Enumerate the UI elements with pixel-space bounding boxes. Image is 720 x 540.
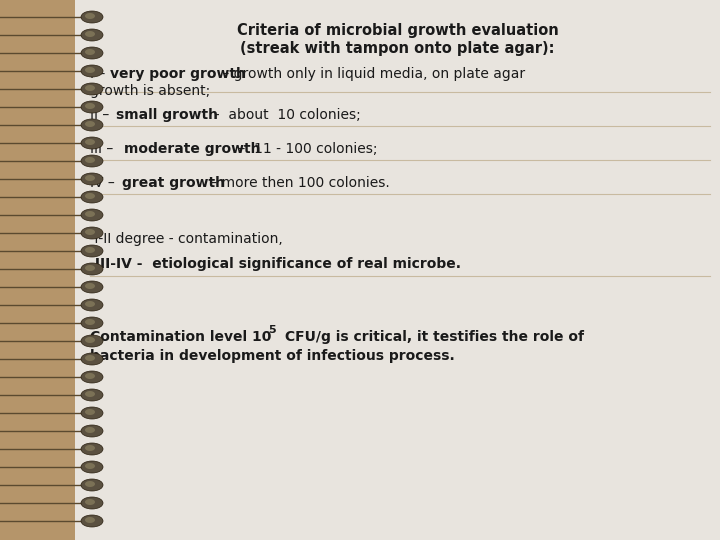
Ellipse shape	[81, 407, 103, 419]
Ellipse shape	[85, 517, 95, 523]
Ellipse shape	[85, 211, 95, 217]
Ellipse shape	[81, 47, 103, 59]
Text: (streak with tampon onto plate agar):: (streak with tampon onto plate agar):	[240, 40, 554, 56]
Ellipse shape	[81, 173, 103, 185]
Ellipse shape	[81, 191, 103, 203]
Text: – growth only in liquid media, on plate agar: – growth only in liquid media, on plate …	[218, 67, 525, 81]
Ellipse shape	[81, 11, 103, 23]
Text: Criteria of microbial growth evaluation: Criteria of microbial growth evaluation	[237, 23, 559, 37]
Text: I-II degree - contamination,: I-II degree - contamination,	[90, 232, 283, 246]
Ellipse shape	[85, 157, 95, 163]
Ellipse shape	[85, 121, 95, 127]
Ellipse shape	[81, 65, 103, 77]
Ellipse shape	[85, 31, 95, 37]
Ellipse shape	[81, 29, 103, 41]
Text: Contamination level 10: Contamination level 10	[90, 330, 271, 344]
Ellipse shape	[85, 247, 95, 253]
Ellipse shape	[81, 299, 103, 311]
Ellipse shape	[85, 445, 95, 451]
Ellipse shape	[81, 353, 103, 365]
Ellipse shape	[85, 13, 95, 19]
Text: bacteria in development of infectious process.: bacteria in development of infectious pr…	[90, 349, 455, 363]
FancyBboxPatch shape	[0, 0, 80, 540]
Ellipse shape	[81, 209, 103, 221]
Ellipse shape	[81, 119, 103, 131]
Ellipse shape	[85, 463, 95, 469]
Ellipse shape	[81, 479, 103, 491]
Ellipse shape	[85, 229, 95, 235]
Ellipse shape	[81, 389, 103, 401]
Ellipse shape	[81, 137, 103, 149]
Ellipse shape	[85, 49, 95, 55]
Ellipse shape	[85, 373, 95, 379]
Ellipse shape	[85, 283, 95, 289]
Ellipse shape	[85, 193, 95, 199]
Ellipse shape	[81, 245, 103, 257]
Ellipse shape	[81, 317, 103, 329]
Ellipse shape	[81, 371, 103, 383]
Ellipse shape	[85, 337, 95, 343]
Text: –  11 - 100 colonies;: – 11 - 100 colonies;	[234, 142, 377, 156]
Ellipse shape	[81, 497, 103, 509]
Text: very poor growth: very poor growth	[110, 67, 246, 81]
Text: III-IV -  etiological significance of real microbe.: III-IV - etiological significance of rea…	[90, 257, 461, 271]
Text: small growth: small growth	[116, 108, 218, 122]
Ellipse shape	[81, 443, 103, 455]
Ellipse shape	[81, 281, 103, 293]
Ellipse shape	[85, 85, 95, 91]
Ellipse shape	[85, 499, 95, 505]
Ellipse shape	[81, 335, 103, 347]
Ellipse shape	[85, 175, 95, 181]
Text: great growth: great growth	[122, 176, 225, 190]
Text: CFU/g is critical, it testifies the role of: CFU/g is critical, it testifies the role…	[280, 330, 584, 344]
Text: II –: II –	[90, 108, 114, 122]
Ellipse shape	[85, 103, 95, 109]
Ellipse shape	[81, 155, 103, 167]
Ellipse shape	[85, 319, 95, 325]
Ellipse shape	[81, 515, 103, 527]
Ellipse shape	[85, 265, 95, 271]
FancyBboxPatch shape	[75, 0, 720, 540]
Ellipse shape	[85, 355, 95, 361]
Ellipse shape	[85, 301, 95, 307]
Text: 5: 5	[268, 325, 276, 335]
Text: – more then 100 colonies.: – more then 100 colonies.	[206, 176, 390, 190]
Text: III –: III –	[90, 142, 117, 156]
Text: IV –: IV –	[90, 176, 119, 190]
Ellipse shape	[81, 101, 103, 113]
Ellipse shape	[81, 425, 103, 437]
Text: I –: I –	[90, 67, 109, 81]
Text: -  about  10 colonies;: - about 10 colonies;	[206, 108, 361, 122]
Ellipse shape	[85, 67, 95, 73]
Text: moderate growth: moderate growth	[124, 142, 261, 156]
Ellipse shape	[81, 263, 103, 275]
Text: growth is absent;: growth is absent;	[90, 84, 210, 98]
Ellipse shape	[85, 391, 95, 397]
Ellipse shape	[85, 481, 95, 487]
Ellipse shape	[85, 409, 95, 415]
Ellipse shape	[81, 83, 103, 95]
Ellipse shape	[85, 139, 95, 145]
Ellipse shape	[81, 227, 103, 239]
Ellipse shape	[81, 461, 103, 473]
Ellipse shape	[85, 427, 95, 433]
